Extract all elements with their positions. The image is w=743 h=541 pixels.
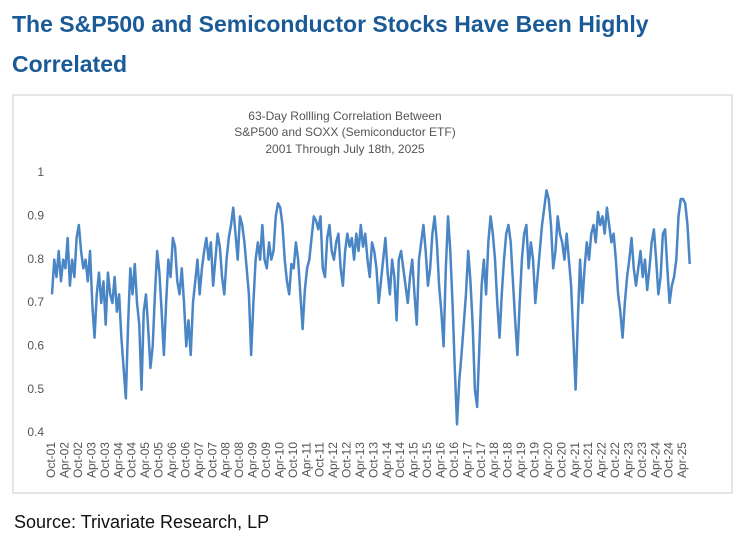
x-tick-label: Oct-23 <box>635 442 649 478</box>
x-tick-label: Oct-22 <box>608 442 622 478</box>
y-tick-label: 0.5 <box>27 382 44 396</box>
source: Source: Trivariate Research, LP <box>14 512 270 532</box>
x-tick-label: Oct-03 <box>98 442 112 478</box>
x-tick-label: Apr-21 <box>568 442 582 478</box>
x-tick-label: Oct-09 <box>259 442 273 478</box>
x-tick-label: Oct-01 <box>44 442 58 478</box>
x-tick-label: Apr-18 <box>487 442 501 478</box>
x-tick-label: Apr-02 <box>58 442 72 478</box>
chart-title: 63-Day Rollling Correlation Between <box>248 109 441 123</box>
x-tick-label: Apr-09 <box>246 442 260 478</box>
x-tick-label: Apr-16 <box>434 442 448 478</box>
x-tick-label: Oct-12 <box>340 442 354 478</box>
x-tick-label: Apr-25 <box>675 442 689 478</box>
x-tick-label: Oct-24 <box>662 442 676 478</box>
x-tick-label: Apr-15 <box>407 442 421 478</box>
x-tick-label: Apr-12 <box>326 442 340 478</box>
x-tick-label: Oct-19 <box>527 442 541 478</box>
x-tick-label: Oct-02 <box>71 442 85 478</box>
x-tick-label: Apr-07 <box>192 442 206 478</box>
x-tick-label: Apr-20 <box>541 442 555 478</box>
x-tick-label: Apr-17 <box>460 442 474 478</box>
x-tick-label: Oct-20 <box>554 442 568 478</box>
line <box>50 189 691 426</box>
x-tick-label: Oct-17 <box>474 442 488 478</box>
y-tick-label: 0.6 <box>27 339 44 353</box>
y-tick-label: 1 <box>37 165 44 179</box>
x-tick-label: Oct-16 <box>447 442 461 478</box>
x-tick-label: Apr-19 <box>514 442 528 478</box>
x-tick-label: Oct-08 <box>232 442 246 478</box>
x-tick-label: Apr-10 <box>272 442 286 478</box>
chart-title: 2001 Through July 18th, 2025 <box>265 142 425 156</box>
x-tick-label: Oct-21 <box>581 442 595 478</box>
x-tick-label: Oct-13 <box>366 442 380 478</box>
x-tick-label: Apr-11 <box>299 442 313 477</box>
y-tick-label: 0.8 <box>27 252 44 266</box>
x-tick-label: Oct-11 <box>313 442 327 477</box>
x-tick-label: Apr-14 <box>380 442 394 478</box>
heading: The S&P500 and Semiconductor Stocks Have… <box>12 11 649 77</box>
x-tick-label: Apr-08 <box>219 442 233 478</box>
x-tick-label: Oct-14 <box>393 442 407 478</box>
x-tick-label: Oct-06 <box>178 442 192 478</box>
x-tick-label: Oct-15 <box>420 442 434 478</box>
x-tick-label: Oct-07 <box>205 442 219 478</box>
x-tick-label: Oct-18 <box>501 442 515 478</box>
x-tick-label: Apr-03 <box>84 442 98 478</box>
x-tick-label: Apr-24 <box>648 442 662 478</box>
x-tick-label: Oct-04 <box>125 442 139 478</box>
chart-title: S&P500 and SOXX (Semiconductor ETF) <box>234 125 455 139</box>
y-tick-label: 0.7 <box>27 295 44 309</box>
y-tick-label: 0.9 <box>27 209 44 223</box>
x-tick-label: Apr-23 <box>621 442 635 478</box>
x-tick-label: Oct-05 <box>152 442 166 478</box>
x-tick-label: Apr-13 <box>353 442 367 478</box>
x-tick-label: Apr-04 <box>111 442 125 478</box>
x-tick-label: Apr-22 <box>595 442 609 478</box>
x-tick-label: Apr-06 <box>165 442 179 478</box>
chart: 63-Day Rollling Correlation Between S&P5… <box>12 94 733 494</box>
x-tick-label: Oct-10 <box>286 442 300 478</box>
y-tick-label: 0.4 <box>27 425 44 439</box>
x-tick-label: Apr-05 <box>138 442 152 478</box>
